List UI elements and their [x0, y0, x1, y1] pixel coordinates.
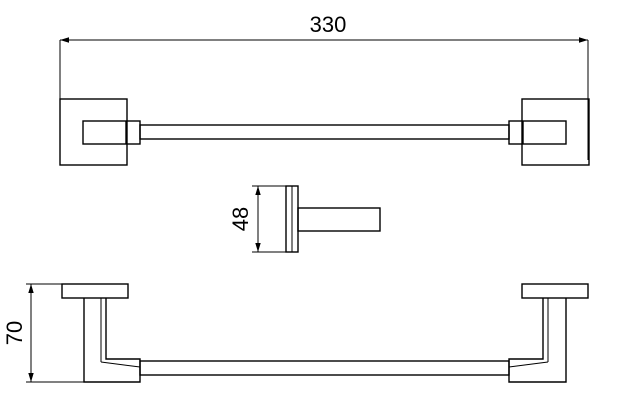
height-label: 70 — [2, 321, 27, 345]
width-dimension: 330 — [59, 12, 589, 160]
width-label: 330 — [310, 12, 347, 37]
top-view: 330 — [59, 12, 590, 166]
towel-bar-front — [139, 360, 510, 376]
left-front-plate — [61, 283, 129, 299]
right-bracket-arm — [508, 120, 567, 145]
side-bracket-arm — [297, 207, 381, 232]
side-view: 48 — [228, 185, 381, 253]
left-bracket-arm — [82, 120, 141, 145]
right-mount-plate — [521, 98, 590, 166]
depth-label: 48 — [228, 207, 253, 231]
front-view: 70 — [2, 283, 589, 383]
height-dimension: 70 — [2, 283, 84, 383]
left-mount-plate — [59, 98, 128, 166]
towel-bar-top — [139, 124, 510, 140]
depth-dimension: 48 — [228, 185, 286, 253]
right-front-plate — [521, 283, 589, 299]
right-front-bracket — [508, 298, 567, 383]
left-front-bracket — [83, 298, 141, 383]
